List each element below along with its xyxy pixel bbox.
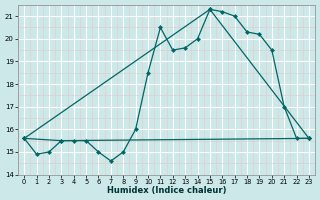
- X-axis label: Humidex (Indice chaleur): Humidex (Indice chaleur): [107, 186, 226, 195]
